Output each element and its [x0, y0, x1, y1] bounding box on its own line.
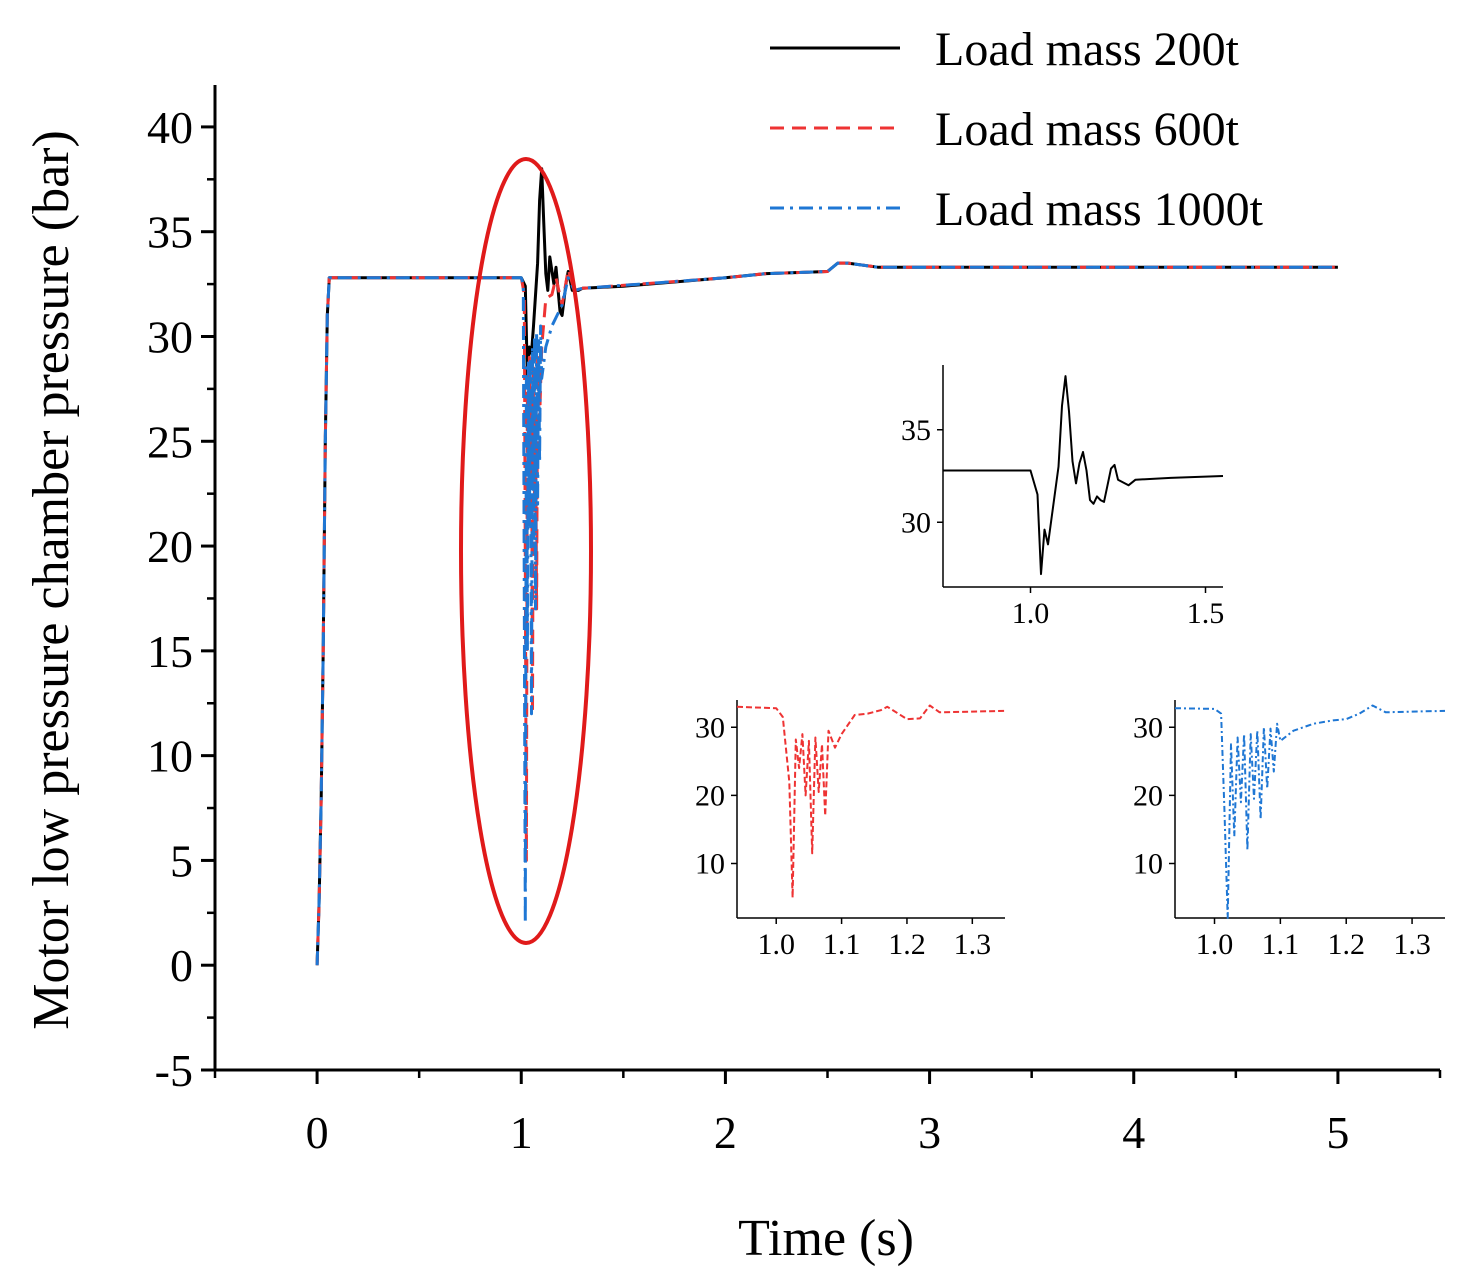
inset-y-tick-label: 10	[695, 848, 725, 881]
inset-x-tick-label: 1.2	[888, 928, 926, 961]
inset-x-tick-label: 1.2	[1327, 928, 1365, 961]
inset-y-tick-label: 10	[1133, 848, 1163, 881]
inset-series-line	[943, 375, 1224, 576]
inset-y-tick-label: 30	[695, 711, 725, 744]
inset-x-tick-label: 1.1	[823, 928, 861, 961]
x-tick-label: 4	[1122, 1107, 1145, 1158]
x-axis-title: Time (s)	[738, 1210, 914, 1267]
inset-y-tick-label: 30	[1133, 711, 1163, 744]
inset-x-tick-label: 1.5	[1187, 597, 1225, 630]
inset-1000t: 10 20 30 1.0 1.1 1.2 1.3	[1133, 700, 1446, 961]
y-tick-label: 15	[147, 626, 193, 677]
inset-x-tick-label: 1.3	[1393, 928, 1431, 961]
x-tick-label: 3	[918, 1107, 941, 1158]
legend-label: Load mass 600t	[935, 103, 1240, 156]
x-tick-label: 2	[714, 1107, 737, 1158]
y-tick-label: -5	[155, 1045, 193, 1096]
y-tick-label: 35	[147, 207, 193, 258]
legend-label: Load mass 200t	[935, 23, 1240, 76]
legend-label: Load mass 1000t	[935, 183, 1264, 236]
y-axis-title: Motor low pressure chamber pressure (bar…	[23, 130, 80, 1030]
inset-x-tick-label: 1.0	[757, 928, 795, 961]
y-tick-label: 10	[147, 731, 193, 782]
legend: Load mass 200t Load mass 600t Load mass 10…	[770, 23, 1264, 236]
x-tick-label: 1	[510, 1107, 533, 1158]
series-line-0	[315, 167, 1338, 966]
inset-series-line	[736, 704, 1006, 899]
inset-y-tick-label: 20	[1133, 779, 1163, 812]
inset-y-tick-label: 35	[901, 414, 931, 447]
inset-series-line	[1174, 704, 1446, 919]
x-tick-label: 0	[306, 1107, 329, 1158]
inset-200t: 30 35 1.0 1.5	[901, 365, 1224, 630]
y-tick-label: 20	[147, 521, 193, 572]
inset-600t: 10 20 30 1.0 1.1 1.2 1.3	[695, 700, 1006, 961]
main-plot-area: -5 0 5 10 15 20 25 30 35 40 0 1 2 3 4 5	[147, 85, 1442, 1158]
inset-x-tick-label: 1.0	[1012, 597, 1050, 630]
highlight-ellipse	[459, 157, 593, 945]
inset-x-tick-label: 1.0	[1196, 928, 1234, 961]
inset-x-tick-label: 1.3	[954, 928, 992, 961]
y-tick-label: 40	[147, 102, 193, 153]
inset-x-tick-label: 1.1	[1262, 928, 1300, 961]
series-line-2	[315, 261, 1338, 966]
inset-y-tick-label: 20	[695, 779, 725, 812]
y-tick-label: 30	[147, 311, 193, 362]
x-tick-label: 5	[1326, 1107, 1349, 1158]
inset-y-tick-label: 30	[901, 506, 931, 539]
y-tick-label: 25	[147, 416, 193, 467]
y-tick-label: 5	[170, 835, 193, 886]
y-tick-label: 0	[170, 940, 193, 991]
